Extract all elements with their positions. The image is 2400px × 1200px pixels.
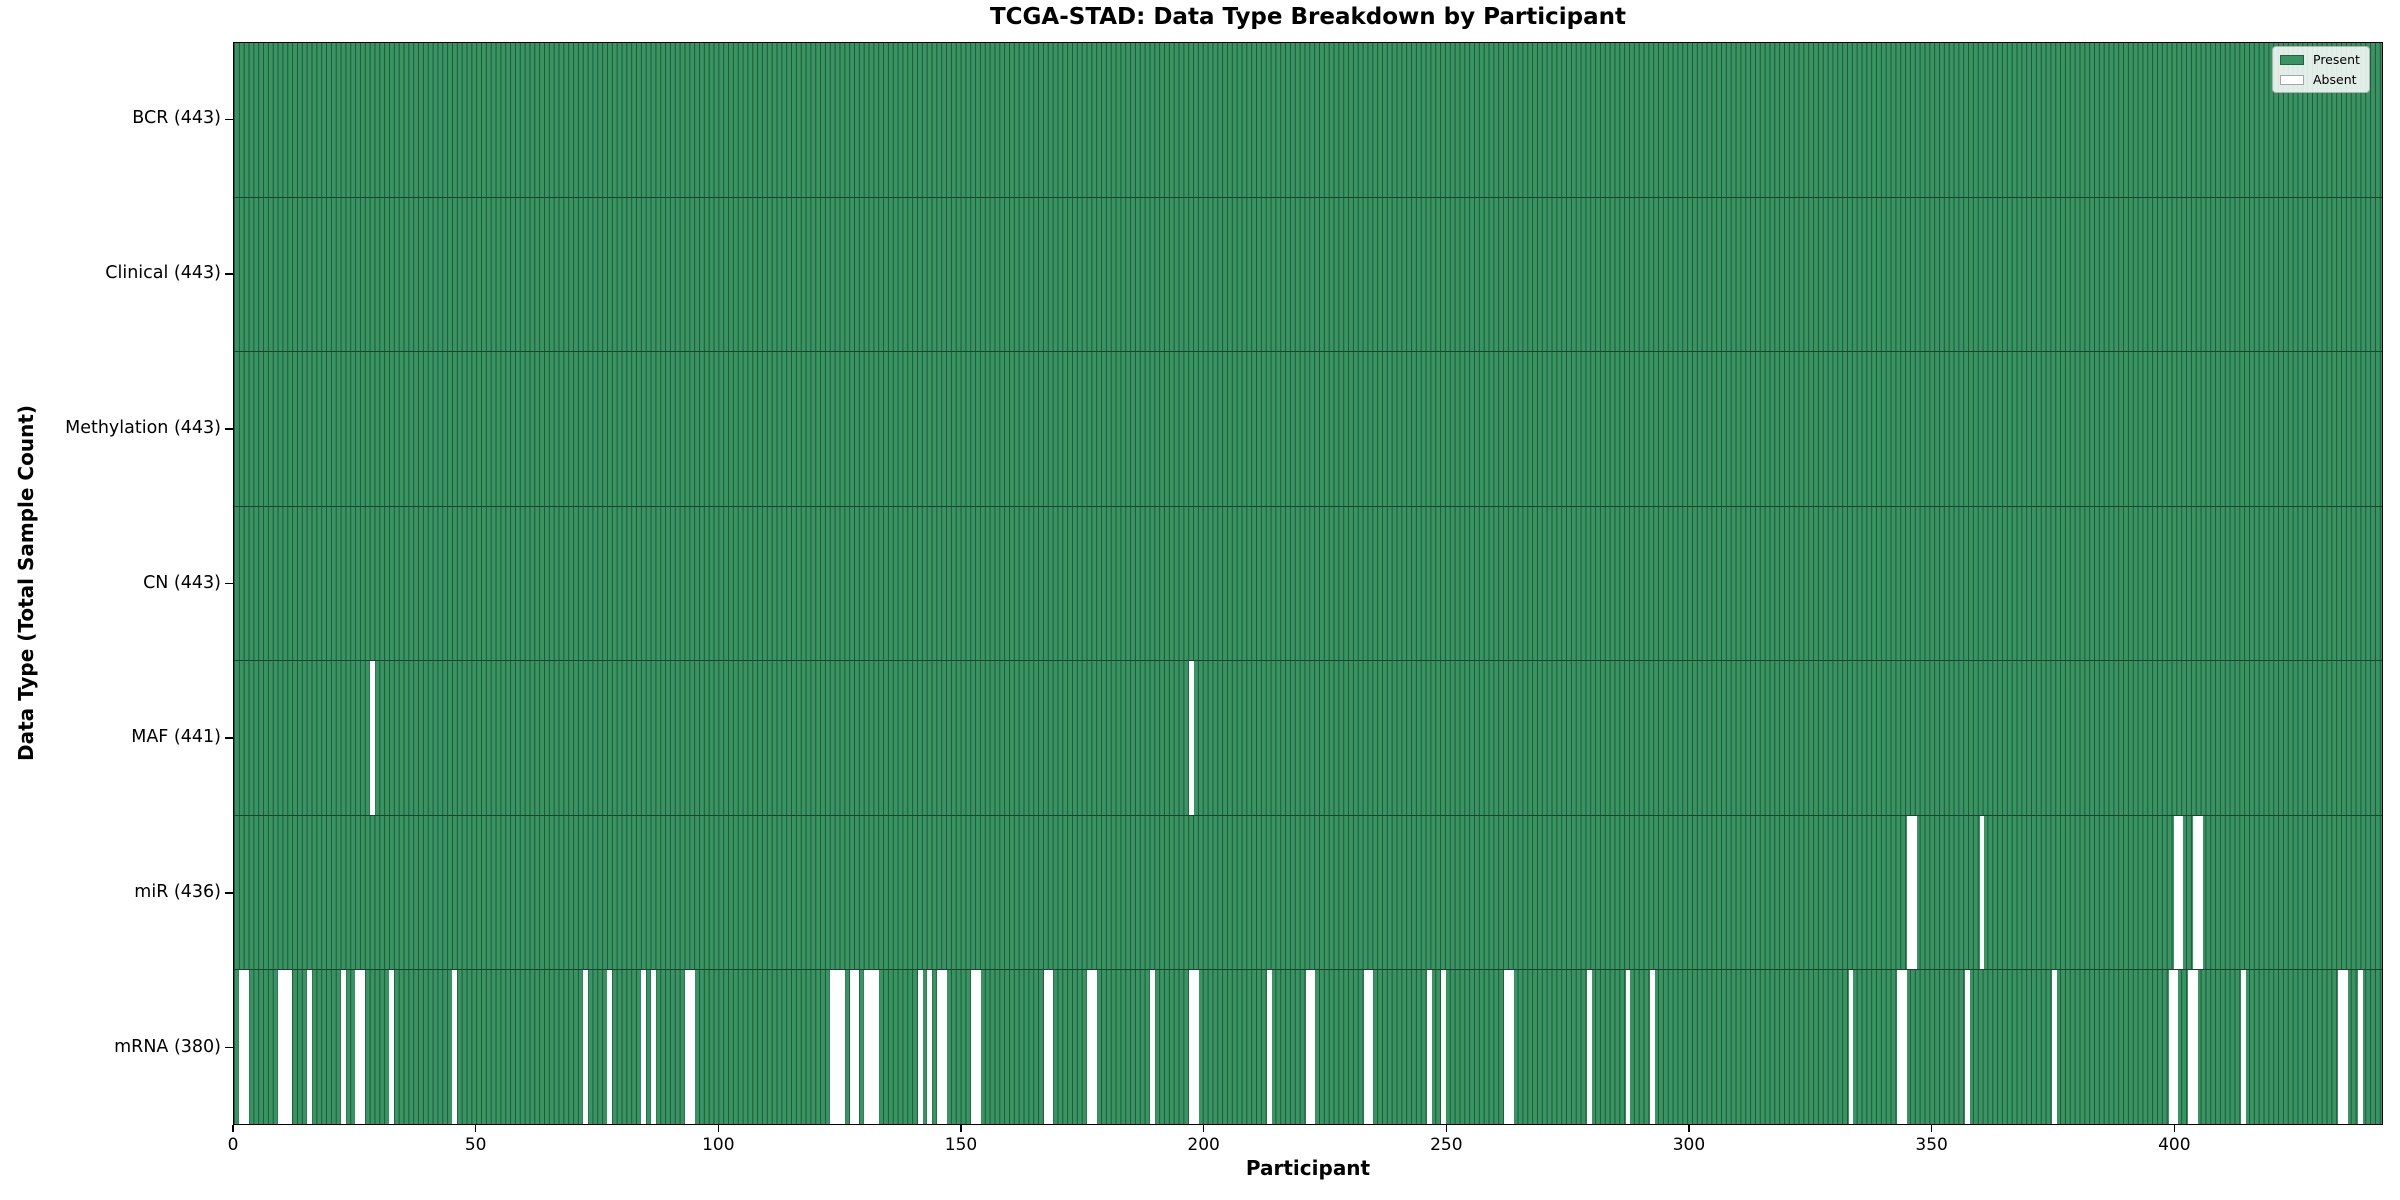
absent-stripe [1586,970,1592,1125]
absent-stripe [2192,815,2203,970]
y-tick [225,737,233,739]
absent-stripe [2173,815,2184,970]
legend-label: Present [2313,52,2360,67]
x-tick-label: 150 [944,1135,978,1155]
x-tick [717,1125,720,1132]
x-axis-label: Participant [1245,1156,1371,1180]
x-tick [1930,1125,1933,1132]
absent-stripe [650,970,656,1125]
legend-swatch-present [2280,54,2304,65]
absent-stripe [1906,815,1917,970]
y-tick-label: BCR (443) [132,108,221,129]
legend-label: Absent [2313,72,2357,87]
absent-stripe [1441,970,1447,1125]
x-tick-label: 50 [464,1135,487,1155]
y-tick [225,428,233,430]
x-tick-label: 250 [1430,1135,1463,1155]
absent-stripe [607,970,613,1125]
absent-stripe [2338,970,2349,1125]
absent-stripe [1426,970,1432,1125]
absent-stripe [306,970,312,1125]
heatmap-row-clinical [234,196,2382,352]
y-tick-label: miR (436) [134,881,221,902]
y-tick-label: MAF (441) [131,727,221,748]
x-tick-label: 300 [1672,1135,1706,1155]
absent-stripe [389,970,394,1125]
x-tick [474,1125,477,1132]
absent-stripe [1266,970,1272,1125]
absent-stripe [684,970,695,1125]
x-tick [1688,1125,1690,1132]
x-tick [960,1125,962,1132]
legend-item-present: Present [2280,52,2360,67]
absent-stripe [641,970,647,1125]
y-tick [225,892,233,894]
legend: Present Absent [2272,46,2370,93]
absent-stripe [1965,970,1970,1125]
absent-stripe [340,970,346,1125]
absent-stripe [1305,970,1316,1125]
x-tick-label: 200 [1187,1135,1220,1155]
absent-stripe [2357,970,2363,1125]
y-tick-label: mRNA (380) [114,1036,221,1057]
y-tick-label: Methylation (443) [65,417,221,438]
y-tick-label: Clinical (443) [105,263,221,284]
absent-stripe [1087,970,1098,1125]
heatmap-row-bcr [234,43,2382,197]
x-tick-label: 0 [227,1135,239,1155]
heatmap-plot [233,42,2383,1125]
x-tick [1202,1125,1205,1132]
heatmap-row-methylation [234,351,2382,506]
chart-title: TCGA-STAD: Data Type Breakdown by Partic… [989,4,1626,30]
absent-stripe [1649,970,1655,1125]
absent-stripe [1043,970,1054,1125]
absent-stripe [917,970,923,1125]
legend-swatch-absent [2280,74,2304,85]
absent-stripe [1625,970,1631,1125]
y-tick-label: CN (443) [143,572,221,593]
absent-stripe [238,970,249,1125]
absent-stripe [830,970,845,1125]
y-tick [225,118,233,121]
legend-item-absent: Absent [2280,72,2360,87]
absent-stripe [971,970,981,1125]
absent-stripe [1363,970,1374,1125]
x-tick [2173,1125,2176,1132]
absent-stripe [849,970,860,1125]
heatmap-row-maf [234,660,2382,815]
y-tick [225,582,233,585]
absent-stripe [1979,815,1985,970]
absent-stripe [1150,970,1156,1125]
heatmap-row-cn [234,505,2382,661]
absent-stripe [1848,970,1854,1125]
absent-stripe [583,970,588,1125]
absent-stripe [927,970,933,1125]
x-tick-label: 350 [1915,1135,1948,1155]
absent-stripe [355,970,365,1125]
y-tick [225,273,233,275]
x-tick-label: 400 [2158,1135,2191,1155]
heatmap-row-mir [234,814,2382,970]
absent-stripe [277,970,293,1125]
absent-stripe [1189,970,1199,1125]
absent-stripe [2188,970,2198,1125]
absent-stripe [1897,970,1907,1125]
absent-stripe [2168,970,2179,1125]
x-tick [232,1125,234,1132]
x-tick-label: 100 [702,1135,735,1155]
absent-stripe [2241,970,2247,1125]
absent-stripe [1504,970,1515,1125]
absent-stripe [452,970,458,1125]
absent-stripe [864,970,879,1125]
y-tick [225,1046,233,1049]
x-tick [1445,1125,1448,1132]
absent-stripe [369,661,375,815]
absent-stripe [2052,970,2058,1125]
absent-stripe [937,970,947,1125]
heatmap-row-mrna [234,969,2382,1125]
absent-stripe [1189,661,1195,815]
